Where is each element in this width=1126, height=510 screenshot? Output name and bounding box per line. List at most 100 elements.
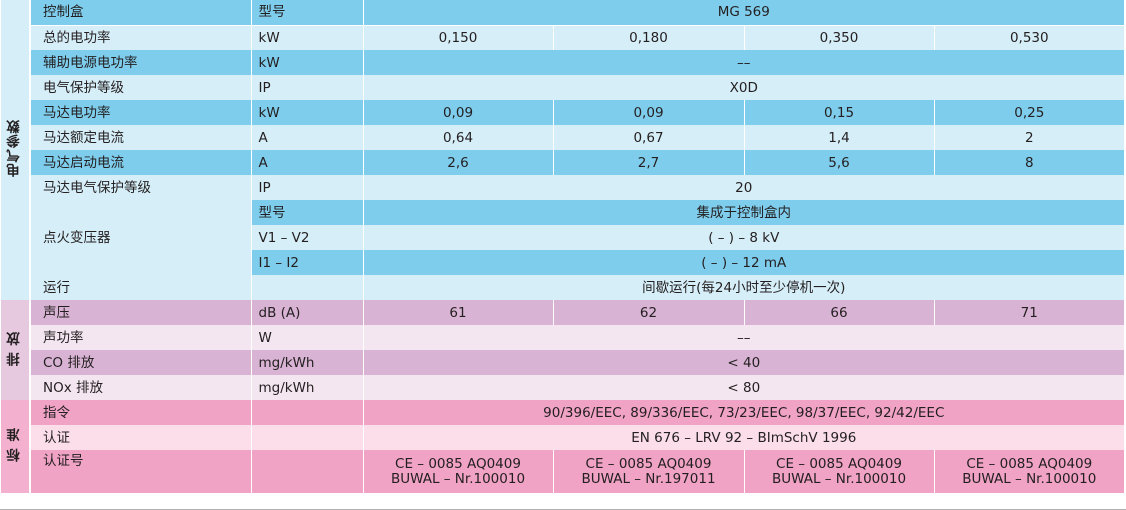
- cert-cell: CE – 0085 AQ0409 BUWAL – Nr.100010: [744, 450, 935, 493]
- cert-cell: CE – 0085 AQ0409 BUWAL – Nr.100010: [934, 450, 1125, 493]
- row-motor-protection: 马达电气保护等级 IP 20: [1, 175, 1125, 200]
- row-co-emission: CO 排放 mg/kWh < 40: [1, 350, 1125, 375]
- row-value: 5,6: [744, 150, 935, 175]
- row-value: 66: [744, 300, 935, 325]
- row-value: 0,150: [363, 25, 554, 50]
- row-value: ( – ) – 12 mA: [363, 250, 1125, 275]
- row-elec-protection: 电气保护等级 IP X0D: [1, 75, 1125, 100]
- row-motor-power: 马达电功率 kW 0,09 0,09 0,15 0,25: [1, 100, 1125, 125]
- row-value: 集成于控制盒内: [363, 200, 1125, 225]
- row-label: 马达电气保护等级: [30, 175, 252, 200]
- row-value: 0,09: [363, 100, 554, 125]
- row-operation: 运行 间歇运行(每24小时至少停机一次): [1, 275, 1125, 300]
- row-value: 61: [363, 300, 554, 325]
- row-unit: [251, 275, 364, 300]
- row-label: 认证: [30, 425, 252, 450]
- row-unit: mg/kWh: [251, 350, 364, 375]
- row-value: 1,4: [744, 125, 935, 150]
- row-label: 电气保护等级: [30, 75, 252, 100]
- row-value: X0D: [363, 75, 1125, 100]
- row-label: 认证号: [30, 450, 252, 493]
- section-emissions: 排 放: [1, 300, 31, 400]
- row-sound-pressure: 排 放 声压 dB (A) 61 62 66 71: [1, 300, 1125, 400]
- row-value: 0,530: [934, 25, 1125, 50]
- row-value: 0,25: [934, 100, 1125, 125]
- row-unit: [251, 400, 364, 425]
- row-value: 2: [934, 125, 1125, 150]
- row-label: 点火变压器: [30, 200, 252, 275]
- row-value: ––: [363, 325, 1125, 350]
- row-value: 2,7: [553, 150, 745, 175]
- row-certification: 认证 EN 676 – LRV 92 – BImSchV 1996: [1, 425, 1125, 450]
- row-directive: 标 准 指令 90/396/EEC, 89/336/EEC, 73/23/EEC…: [1, 400, 1125, 493]
- row-unit: dB (A): [251, 300, 364, 325]
- cert-line: CE – 0085 AQ0409: [395, 455, 521, 472]
- row-total-power: 总的电功率 kW 0,150 0,180 0,350 0,530: [1, 25, 1125, 50]
- row-label: 运行: [30, 275, 252, 300]
- row-value: < 80: [363, 375, 1125, 400]
- cert-cell: CE – 0085 AQ0409 BUWAL – Nr.100010: [363, 450, 554, 493]
- row-ignition-type: 点火变压器 型号 集成于控制盒内: [1, 200, 1125, 275]
- row-nox-emission: NOx 排放 mg/kWh < 80: [1, 375, 1125, 400]
- cert-line: CE – 0085 AQ0409: [776, 455, 902, 472]
- row-unit: V1 – V2: [251, 225, 364, 250]
- row-value: 间歇运行(每24小时至少停机一次): [363, 275, 1125, 300]
- row-label: 马达电功率: [30, 100, 252, 125]
- row-label: 辅助电源电功率: [30, 50, 252, 75]
- row-ignition-voltage: V1 – V2 ( – ) – 8 kV: [1, 225, 1125, 250]
- row-label: 指令: [30, 400, 252, 425]
- row-unit: mg/kWh: [251, 375, 364, 400]
- row-unit: W: [251, 325, 364, 350]
- section-electrical: 电气参数: [1, 0, 31, 300]
- burner-spec-table: 电气参数 控制盒 型号 MG 569 总的电功率 kW 0,150 0,180 …: [1, 0, 1125, 493]
- row-unit: IP: [251, 75, 364, 100]
- row-ignition-current: I1 – I2 ( – ) – 12 mA: [1, 250, 1125, 275]
- cert-line: BUWAL – Nr.197011: [581, 470, 716, 487]
- row-unit: 型号: [251, 0, 364, 26]
- row-unit: kW: [251, 100, 364, 125]
- row-label: 马达额定电流: [30, 125, 252, 150]
- row-value: MG 569: [363, 0, 1125, 26]
- cert-line: BUWAL – Nr.100010: [962, 470, 1097, 487]
- row-label: 控制盒: [30, 0, 252, 26]
- row-sound-power: 声功率 W ––: [1, 325, 1125, 350]
- row-unit: [251, 450, 364, 493]
- row-unit: [251, 425, 364, 450]
- row-value: 71: [934, 300, 1125, 325]
- row-label: 马达启动电流: [30, 150, 252, 175]
- row-value: 0,180: [553, 25, 745, 50]
- row-unit: kW: [251, 25, 364, 50]
- row-value: ( – ) – 8 kV: [363, 225, 1125, 250]
- row-label: 总的电功率: [30, 25, 252, 50]
- row-label: 声功率: [30, 325, 252, 350]
- row-value: 8: [934, 150, 1125, 175]
- row-aux-power: 辅助电源电功率 kW ––: [1, 50, 1125, 75]
- row-value: 0,350: [744, 25, 935, 50]
- row-unit: IP: [251, 175, 364, 200]
- cert-cell: CE – 0085 AQ0409 BUWAL – Nr.197011: [553, 450, 745, 493]
- row-value: 20: [363, 175, 1125, 200]
- cert-line: CE – 0085 AQ0409: [966, 455, 1093, 472]
- row-value: ––: [363, 50, 1125, 75]
- section-electrical-label: 电气参数: [7, 119, 23, 177]
- row-value: 90/396/EEC, 89/336/EEC, 73/23/EEC, 98/37…: [363, 400, 1125, 425]
- row-value: 0,15: [744, 100, 935, 125]
- section-emissions-label: 排 放: [7, 330, 23, 366]
- row-unit: I1 – I2: [251, 250, 364, 275]
- row-unit: 型号: [251, 200, 364, 225]
- row-motor-rated-current: 马达额定电流 A 0,64 0,67 1,4 2: [1, 125, 1125, 150]
- row-motor-start-current: 马达启动电流 A 2,6 2,7 5,6 8: [1, 150, 1125, 175]
- cert-line: CE – 0085 AQ0409: [585, 455, 712, 472]
- row-cert-number: 认证号 CE – 0085 AQ0409 BUWAL – Nr.100010 C…: [1, 450, 1125, 493]
- row-unit: kW: [251, 50, 364, 75]
- row-value: 0,64: [363, 125, 554, 150]
- row-label: NOx 排放: [30, 375, 252, 400]
- row-control-box: 电气参数 控制盒 型号 MG 569: [1, 0, 1125, 300]
- row-value: < 40: [363, 350, 1125, 375]
- row-value: 2,6: [363, 150, 554, 175]
- row-value: 62: [553, 300, 745, 325]
- section-standards-label: 标 准: [7, 427, 23, 462]
- row-label: CO 排放: [30, 350, 252, 375]
- cert-line: BUWAL – Nr.100010: [771, 470, 907, 487]
- row-value: EN 676 – LRV 92 – BImSchV 1996: [363, 425, 1125, 450]
